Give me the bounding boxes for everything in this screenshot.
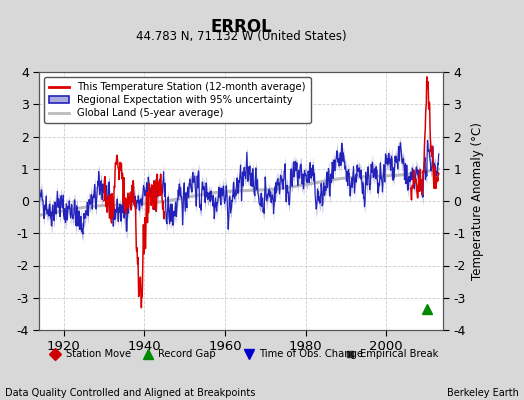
Text: Time of Obs. Change: Time of Obs. Change <box>259 350 363 359</box>
Text: Data Quality Controlled and Aligned at Breakpoints: Data Quality Controlled and Aligned at B… <box>5 388 256 398</box>
Text: Empirical Break: Empirical Break <box>360 350 439 359</box>
Text: Record Gap: Record Gap <box>158 350 216 359</box>
Legend: This Temperature Station (12-month average), Regional Expectation with 95% uncer: This Temperature Station (12-month avera… <box>45 77 311 123</box>
Text: Berkeley Earth: Berkeley Earth <box>447 388 519 398</box>
Y-axis label: Temperature Anomaly (°C): Temperature Anomaly (°C) <box>471 122 484 280</box>
Text: ERROL: ERROL <box>210 18 272 36</box>
Text: 44.783 N, 71.132 W (United States): 44.783 N, 71.132 W (United States) <box>136 30 346 43</box>
Text: Station Move: Station Move <box>66 350 130 359</box>
